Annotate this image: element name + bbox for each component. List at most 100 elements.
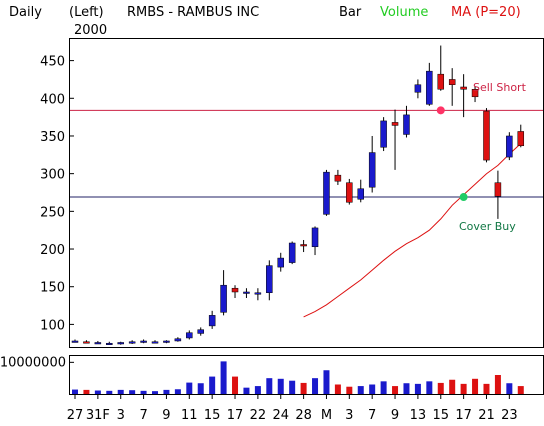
candle-body (117, 342, 124, 345)
candle-body (323, 171, 330, 215)
volume-bar (186, 382, 193, 394)
candle (380, 117, 387, 152)
candle-body (151, 341, 159, 344)
candle (128, 340, 136, 344)
candle (94, 340, 102, 345)
candle-body (174, 338, 182, 342)
candle (243, 288, 250, 299)
candle (186, 330, 193, 340)
sell-short-annotation: Sell Short (473, 81, 527, 94)
price-tick-label: 100 (40, 318, 65, 333)
volume-bar (72, 389, 78, 394)
volume-bar (232, 376, 239, 394)
axis-side-label: (Left) (69, 5, 104, 20)
volume-bar (152, 391, 159, 394)
candle-body (437, 73, 445, 90)
date-tick-label: 9 (391, 408, 399, 423)
candle-body (414, 84, 422, 93)
volume-bar (323, 370, 330, 394)
candle-body (106, 342, 113, 345)
volume-bar (106, 390, 113, 394)
candle (254, 288, 262, 301)
date-axis: 27 31F 3 7 9 11 15 17 22 24 28 M 3 7 9 13 15 17 21 23 (67, 394, 518, 423)
ma-label: MA (P=20) (451, 5, 521, 20)
candle (140, 339, 147, 344)
period-label: Daily (9, 5, 42, 20)
candle-body (300, 244, 307, 247)
candle-body (94, 342, 102, 345)
candle (494, 170, 502, 219)
volume-bar (209, 376, 216, 394)
candle-body (83, 341, 90, 344)
candle (483, 108, 490, 163)
candle (174, 337, 182, 342)
date-tick-label: 15 (204, 408, 221, 423)
candle (117, 341, 124, 345)
volume-bar (140, 390, 147, 394)
candle-body (186, 332, 193, 339)
candle (391, 109, 399, 170)
date-tick-label: 13 (410, 408, 427, 423)
price-tick-label: 200 (40, 243, 65, 258)
candle (288, 241, 296, 265)
ma-line (303, 143, 522, 318)
volume-bar (357, 386, 364, 394)
candle (517, 124, 525, 148)
cover-buy-annotation: Cover Buy (459, 220, 516, 233)
candle (208, 310, 216, 329)
candle-body (346, 182, 353, 203)
ma-layer (303, 143, 522, 318)
date-tick-label: 24 (272, 408, 289, 423)
candle (426, 62, 433, 106)
volume-bar (414, 383, 421, 394)
candle (266, 260, 273, 301)
candle-body (243, 291, 250, 294)
date-tick-label: 7 (368, 408, 376, 423)
date-tick-label: 3 (345, 408, 353, 423)
price-tick-label: 450 (40, 55, 65, 70)
volume-bar (174, 389, 181, 394)
candle-body (357, 188, 364, 200)
candle-body (254, 292, 262, 295)
date-tick-label: 22 (250, 408, 267, 423)
candle (197, 327, 204, 336)
candle-body (506, 135, 513, 158)
volume-bar (403, 383, 410, 394)
candle (403, 105, 410, 138)
volume-bar (94, 390, 101, 394)
volume-tick-label: 10000000 (0, 355, 66, 370)
price-tick-label: 300 (40, 168, 65, 183)
candle-body (391, 122, 399, 126)
date-tick-label: 28 (295, 408, 312, 423)
candle (106, 341, 113, 345)
volume-bar (494, 375, 501, 394)
volume-bar (437, 382, 444, 394)
date-tick-label: 23 (501, 408, 518, 423)
candle (471, 86, 479, 103)
date-tick-label: 11 (181, 408, 198, 423)
price-tick-label: 400 (40, 92, 65, 107)
candle (357, 179, 364, 203)
date-tick-label: 31F (86, 408, 110, 423)
volume-bar (197, 383, 204, 394)
candle-body (288, 242, 296, 263)
volume-bar (129, 390, 136, 394)
candles-layer (71, 45, 525, 345)
volume-bar (300, 382, 307, 394)
candle-body (231, 287, 239, 293)
candle (414, 79, 422, 99)
date-tick-label: 7 (139, 408, 147, 423)
volume-label: Volume (380, 5, 428, 20)
candle-body (140, 340, 147, 343)
price-tick-label: 250 (40, 205, 65, 220)
candle-body (460, 86, 467, 90)
candle (460, 74, 467, 118)
candle (311, 226, 319, 256)
candle (163, 340, 170, 344)
candle (71, 339, 79, 343)
candle-body (380, 120, 387, 148)
candle (506, 132, 513, 161)
levels-layer (70, 109, 543, 198)
candle (277, 252, 284, 272)
